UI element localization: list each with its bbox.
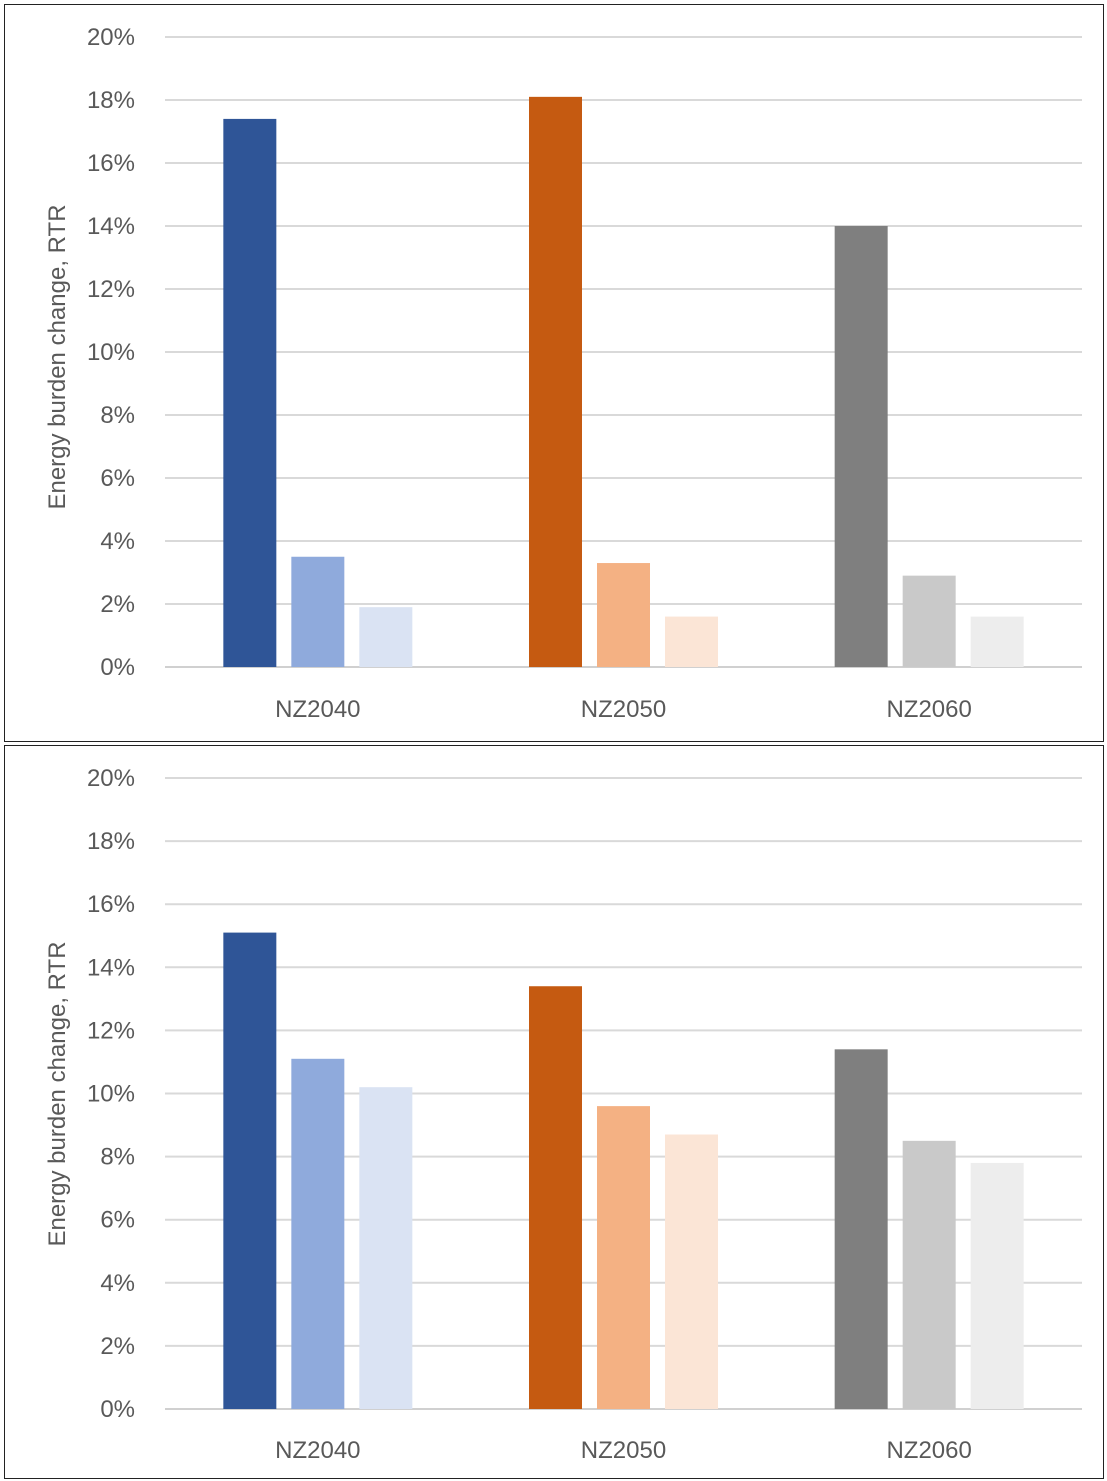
x-category-label: NZ2050 bbox=[581, 1437, 666, 1464]
y-tick-label: 18% bbox=[87, 87, 135, 114]
y-tick-label: 0% bbox=[100, 1396, 135, 1423]
y-tick-label: 12% bbox=[87, 1017, 135, 1044]
x-category-label: NZ2060 bbox=[886, 1437, 971, 1464]
y-axis-label: Energy burden change, RTR bbox=[44, 941, 71, 1246]
y-axis-label: Energy burden change, RTR bbox=[44, 204, 71, 509]
y-tick-label: 2% bbox=[100, 591, 135, 618]
y-tick-label: 2% bbox=[100, 1333, 135, 1360]
y-tick-label: 20% bbox=[87, 765, 135, 792]
chart-panel-bottom: 0% 2% 4% 6% 8% 10% 12% 14% 16% 18% 20% Energy burde… bbox=[4, 745, 1104, 1479]
bar-nz2060-1 bbox=[834, 1049, 888, 1409]
y-tick-label: 4% bbox=[100, 528, 135, 555]
bar-nz2050-3 bbox=[665, 1134, 718, 1409]
bar-nz2060-1 bbox=[834, 226, 888, 667]
y-tick-label: 12% bbox=[87, 276, 135, 303]
bar-nz2060-2 bbox=[902, 1140, 956, 1409]
y-tick-label: 4% bbox=[100, 1270, 135, 1297]
y-tick-label: 16% bbox=[87, 150, 135, 177]
chart-panel-top: 0% 2% 4% 6% 8% 10% 12% 14% 16% 18% 20% Energy burde… bbox=[4, 4, 1104, 742]
bar-nz2050-3 bbox=[665, 616, 718, 667]
y-tick-label: 10% bbox=[87, 339, 135, 366]
bar-nz2050-2 bbox=[597, 563, 650, 667]
bar-nz2040-2 bbox=[291, 1058, 345, 1409]
y-tick-label: 20% bbox=[87, 24, 135, 51]
bar-nz2050-1 bbox=[529, 986, 582, 1409]
bar-chart-bottom: 0% 2% 4% 6% 8% 10% 12% 14% 16% 18% 20% Energy burde… bbox=[44, 765, 1082, 1464]
y-tick-label: 6% bbox=[100, 465, 135, 492]
x-category-label: NZ2060 bbox=[886, 696, 971, 723]
y-tick-label: 8% bbox=[100, 1144, 135, 1171]
y-tick-label: 18% bbox=[87, 828, 135, 855]
bar-nz2040-1 bbox=[223, 932, 277, 1409]
y-tick-label: 8% bbox=[100, 402, 135, 429]
bar-nz2060-3 bbox=[970, 616, 1024, 667]
y-tick-label: 14% bbox=[87, 954, 135, 981]
y-tick-label: 10% bbox=[87, 1081, 135, 1108]
y-tick-label: 0% bbox=[100, 654, 135, 681]
x-category-label: NZ2040 bbox=[275, 696, 360, 723]
y-tick-label: 6% bbox=[100, 1207, 135, 1234]
bar-nz2060-3 bbox=[970, 1162, 1024, 1409]
x-category-label: NZ2040 bbox=[275, 1437, 360, 1464]
bar-nz2050-2 bbox=[597, 1106, 650, 1409]
x-category-label: NZ2050 bbox=[581, 696, 666, 723]
bar-nz2040-2 bbox=[291, 556, 345, 667]
bar-nz2040-1 bbox=[223, 118, 277, 667]
bar-nz2040-3 bbox=[359, 607, 413, 667]
bar-nz2060-2 bbox=[902, 575, 956, 667]
bar-nz2050-1 bbox=[529, 96, 582, 668]
y-tick-label: 16% bbox=[87, 891, 135, 918]
y-tick-label: 14% bbox=[87, 213, 135, 240]
bar-chart-top: 0% 2% 4% 6% 8% 10% 12% 14% 16% 18% 20% Energy burde… bbox=[44, 24, 1082, 723]
bar-nz2040-3 bbox=[359, 1087, 413, 1409]
